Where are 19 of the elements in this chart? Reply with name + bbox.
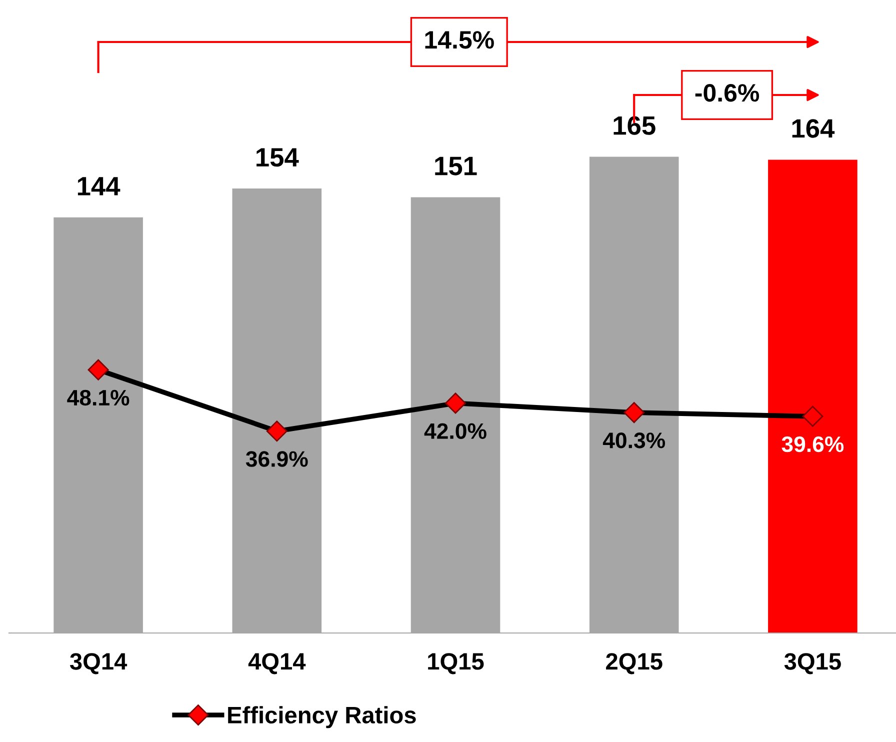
data-label: 151	[435, 156, 477, 176]
data-label: 164	[792, 119, 835, 138]
x-tick-label: 1Q15	[428, 653, 484, 674]
data-label: 48.1%	[67, 390, 130, 406]
x-tick-label: 2Q15	[606, 653, 662, 674]
data-label: 40.3%	[602, 432, 666, 448]
legend-label: Efficiency Ratios	[228, 706, 416, 728]
data-label: 144	[78, 177, 120, 196]
data-label: 154	[256, 148, 299, 167]
x-tick-label: 3Q14	[70, 653, 128, 674]
data-label: 39.6%	[782, 436, 844, 452]
x-tick-label: 4Q14	[248, 653, 306, 674]
bar	[768, 160, 858, 633]
data-label: 42.0%	[424, 423, 486, 439]
text: 14.5%	[425, 31, 494, 49]
data-label: 165	[614, 116, 656, 135]
x-tick-label: 3Q15	[784, 653, 841, 674]
data-label: 36.9%	[246, 451, 308, 467]
text: -0.6%	[695, 84, 760, 102]
